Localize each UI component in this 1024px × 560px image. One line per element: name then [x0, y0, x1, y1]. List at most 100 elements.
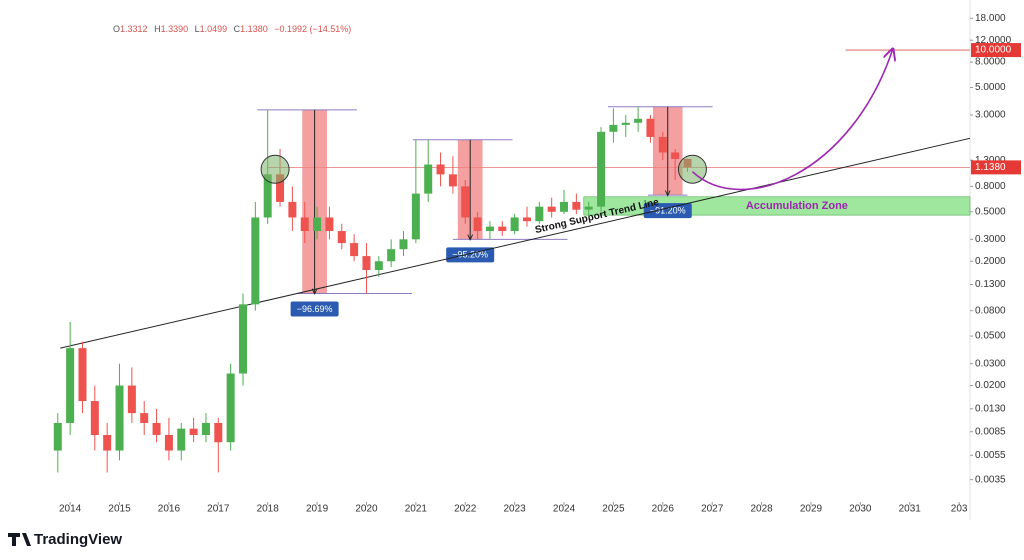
y-tick-label: 0.8000 — [975, 181, 1006, 192]
y-tick-label: 12.0000 — [975, 35, 1012, 46]
price-label: 1.1380 — [975, 162, 1006, 173]
y-tick-label: 0.5000 — [975, 206, 1006, 217]
x-tick-label: 2027 — [701, 504, 724, 515]
x-tick-label: 2019 — [306, 504, 329, 515]
x-tick-label: 2018 — [257, 504, 280, 515]
candle-body — [658, 136, 667, 153]
x-tick-label: 2021 — [405, 504, 428, 515]
x-tick-label: 2017 — [207, 504, 230, 515]
y-tick-label: 0.0800 — [975, 305, 1006, 316]
candle-body — [609, 124, 618, 132]
y-tick-label: 3.0000 — [975, 110, 1006, 121]
y-tick-label: 0.0500 — [975, 331, 1006, 342]
candle-body — [201, 422, 210, 436]
candle-body — [226, 373, 235, 443]
x-tick-label: 2023 — [504, 504, 527, 515]
x-tick-label: 2016 — [158, 504, 181, 515]
legend-value: 1.0499 — [200, 24, 228, 34]
candle-body — [522, 217, 531, 222]
y-tick-label: 1.3000 — [975, 155, 1006, 166]
price-label: 10.0000 — [975, 45, 1012, 56]
drawdown-label-box — [290, 301, 339, 317]
highlight-circle — [677, 154, 707, 184]
legend-value: 1.3390 — [161, 24, 189, 34]
y-tick-label: 0.0085 — [975, 426, 1006, 437]
candle-body — [140, 413, 149, 423]
candle-body — [584, 206, 593, 210]
zone-label: Accumulation Zone — [746, 200, 848, 212]
x-tick-label: 2029 — [800, 504, 823, 515]
legend-key: H — [154, 24, 161, 34]
candle-body — [53, 422, 62, 451]
x-tick-label: 2026 — [652, 504, 675, 515]
y-tick-label: 0.3000 — [975, 234, 1006, 245]
candle-body — [535, 206, 544, 222]
price-label-box — [971, 160, 1021, 175]
x-tick-label: 2025 — [602, 504, 625, 515]
x-tick-label: 2014 — [59, 504, 82, 515]
candle-body — [510, 217, 519, 232]
candle-body — [66, 348, 75, 423]
y-tick-label: 0.0035 — [975, 474, 1006, 485]
candle-body — [634, 118, 643, 123]
x-tick-label: 203 — [951, 504, 968, 515]
candle-body — [436, 164, 445, 175]
y-tick-label: 0.0200 — [975, 380, 1006, 391]
candle-body — [448, 174, 457, 187]
y-tick-label: 0.2000 — [975, 256, 1006, 267]
candle-body — [362, 256, 371, 271]
y-tick-label: 8.0000 — [975, 57, 1006, 68]
x-tick-label: 2028 — [750, 504, 773, 515]
x-tick-label: 2030 — [849, 504, 872, 515]
candle-body — [127, 385, 136, 414]
candle-body — [597, 131, 606, 207]
candle-body — [189, 428, 198, 436]
candle-body — [214, 422, 223, 443]
candle-body — [164, 435, 173, 451]
drawdown-label: −95.20% — [452, 250, 488, 260]
legend-key: L — [195, 24, 200, 34]
y-tick-label: 0.0055 — [975, 450, 1006, 461]
candle-body — [485, 226, 494, 232]
legend-key: O — [113, 24, 120, 34]
candle-body — [78, 348, 87, 402]
ohlc-legend: O1.3312 H1.3390 L1.0499 C1.1380 −0.1992 … — [113, 24, 351, 34]
candle-body — [572, 201, 581, 210]
y-tick-label: 0.1300 — [975, 279, 1006, 290]
brand: TradingView — [8, 531, 122, 548]
candle-body — [251, 217, 260, 305]
candle-body — [560, 201, 569, 212]
candle-body — [177, 428, 186, 451]
legend-value: 1.1380 — [240, 24, 268, 34]
candle-body — [263, 174, 272, 218]
candle-body — [313, 217, 322, 232]
y-tick-label: 0.0300 — [975, 358, 1006, 369]
candle-body — [103, 435, 112, 451]
candle-body — [350, 243, 359, 257]
price-label-box — [971, 43, 1021, 58]
drawdown-label: −96.69% — [297, 304, 333, 314]
trend-line — [60, 137, 971, 349]
legend-value: 1.3312 — [120, 24, 148, 34]
candle-body — [337, 231, 346, 244]
highlight-circle — [260, 154, 290, 184]
candle-body — [152, 422, 161, 436]
candle-body — [671, 152, 680, 159]
candle-body — [387, 249, 396, 262]
candle-body — [300, 217, 309, 232]
header: O1.3312 H1.3390 L1.0499 C1.1380 −0.1992 … — [113, 24, 351, 34]
drawdown-label: −91.20% — [650, 206, 686, 216]
candle-body — [621, 122, 630, 125]
y-tick-label: 18.000 — [975, 13, 1006, 24]
candle-body — [115, 385, 124, 451]
legend-key: C — [234, 24, 241, 34]
candle-body — [646, 118, 655, 137]
projection-curve — [691, 50, 892, 191]
candle-body — [547, 206, 556, 212]
candle-body — [288, 201, 297, 218]
x-tick-label: 2024 — [553, 504, 576, 515]
candle-body — [325, 217, 334, 232]
